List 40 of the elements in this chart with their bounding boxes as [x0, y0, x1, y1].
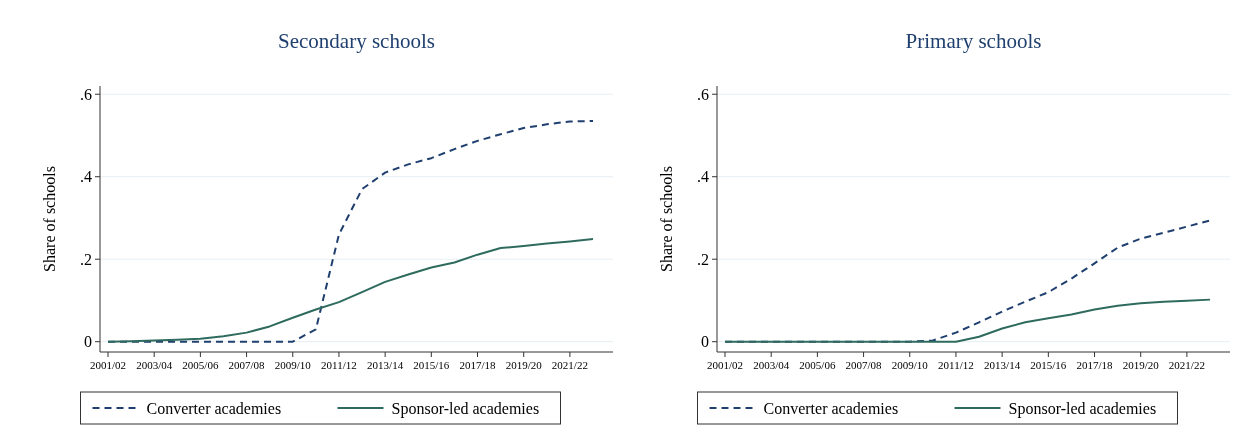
x-tick-label: 2011/12 — [938, 359, 974, 371]
legend-label: Sponsor-led academies — [1008, 399, 1157, 418]
y-tick-label: .2 — [80, 250, 92, 268]
y-tick-label: .6 — [697, 85, 709, 103]
x-tick-label: 2001/02 — [89, 359, 127, 371]
y-tick-label: .2 — [697, 250, 709, 268]
line-series — [107, 238, 594, 343]
legend-label: Sponsor-led academies — [391, 399, 540, 418]
x-tick-label: 2013/14 — [984, 359, 1021, 371]
x-tick-label: 2015/16 — [413, 359, 450, 371]
x-tick-label: 2009/10 — [891, 359, 929, 371]
x-tick-label: 2003/04 — [753, 359, 790, 371]
y-tick-label: .4 — [697, 168, 709, 186]
x-tick-label: 2003/04 — [136, 359, 173, 371]
x-tick-label: 2007/08 — [228, 359, 266, 371]
x-tick-label: 2007/08 — [845, 359, 883, 371]
x-tick-label: 2021/22 — [1168, 359, 1205, 371]
x-tick-label: 2001/02 — [706, 359, 744, 371]
x-tick-label: 2013/14 — [367, 359, 404, 371]
chart-title: Primary schools — [905, 29, 1042, 53]
x-tick-label: 2005/06 — [799, 359, 836, 371]
x-tick-label: 2005/06 — [182, 359, 219, 371]
y-tick-label: .6 — [80, 85, 92, 103]
x-tick-label: 2019/20 — [505, 359, 543, 371]
x-tick-label: 2017/18 — [1076, 359, 1114, 371]
legend-label: Converter academies — [763, 399, 899, 417]
x-tick-label: 2017/18 — [459, 359, 497, 371]
legend-label: Converter academies — [146, 399, 282, 417]
line-series — [724, 298, 1211, 343]
x-tick-label: 2009/10 — [274, 359, 312, 371]
chart-title: Secondary schools — [278, 29, 435, 53]
y-tick-label: 0 — [84, 333, 92, 351]
x-tick-label: 2019/20 — [1122, 359, 1160, 371]
y-tick-label: .4 — [80, 168, 92, 186]
x-tick-label: 2021/22 — [551, 359, 588, 371]
y-axis-title: Share of schools — [658, 166, 675, 272]
x-tick-label: 2011/12 — [321, 359, 357, 371]
y-tick-label: 0 — [701, 333, 709, 351]
y-axis-title: Share of schools — [41, 166, 58, 272]
x-tick-label: 2015/16 — [1030, 359, 1067, 371]
